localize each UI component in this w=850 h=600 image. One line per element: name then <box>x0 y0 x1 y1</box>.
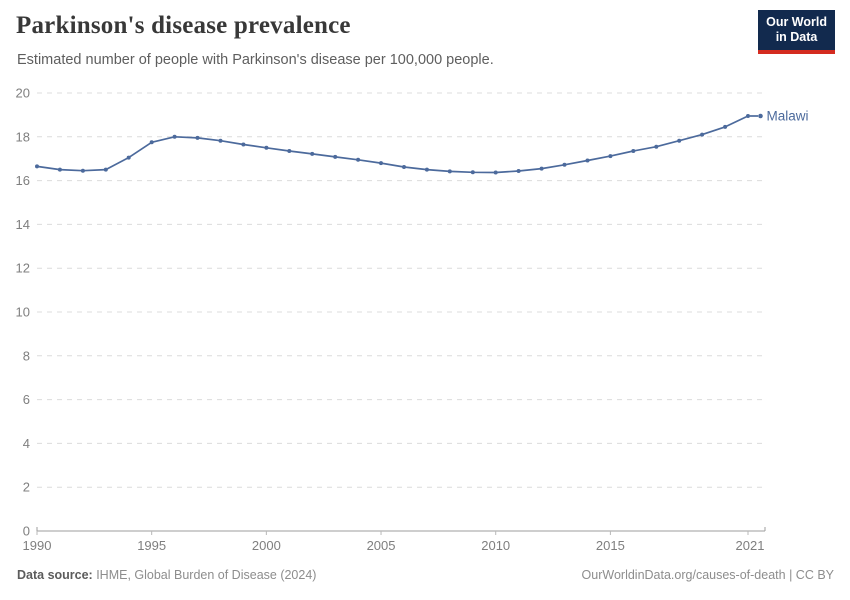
y-axis-tick-label: 18 <box>16 129 30 144</box>
data-point <box>287 149 292 153</box>
data-point <box>470 170 475 175</box>
data-point <box>333 154 338 159</box>
data-point <box>608 154 613 159</box>
y-axis-tick-label: 8 <box>23 348 30 363</box>
chart-subtitle: Estimated number of people with Parkinso… <box>17 52 494 68</box>
x-axis-tick-label: 2000 <box>252 538 281 553</box>
x-axis-tick-label: 2021 <box>736 538 765 553</box>
data-point <box>539 166 544 171</box>
y-axis-tick-label: 14 <box>16 217 30 232</box>
credit-license: CC BY <box>795 568 834 582</box>
data-point <box>424 167 429 172</box>
y-axis-tick-label: 20 <box>16 86 30 101</box>
data-point <box>195 135 200 140</box>
series-label-dot <box>758 113 763 119</box>
y-axis-tick-label: 0 <box>23 524 30 539</box>
data-point <box>310 151 315 156</box>
data-point <box>562 162 567 167</box>
line-chart-plot-area[interactable]: 0 2 4 6 8 10 12 14 16 18 20 1990 1995 2000 2005 2010 201… <box>0 82 850 560</box>
data-point <box>493 170 498 175</box>
data-point <box>218 138 223 143</box>
series-label-malawi[interactable]: Malawi <box>767 108 809 123</box>
x-axis-tick-label: 1995 <box>137 538 166 553</box>
y-axis-tick-label: 4 <box>23 436 30 451</box>
x-axis-tick-label: 1990 <box>23 538 52 553</box>
y-axis-tick-label: 2 <box>23 480 30 495</box>
y-axis-tick-label: 12 <box>16 261 30 276</box>
series-line-malawi <box>36 115 749 174</box>
data-source-note: Data source: IHME, Global Burden of Dise… <box>17 568 316 582</box>
data-point <box>172 134 177 139</box>
data-point <box>57 167 62 172</box>
data-point <box>35 164 39 169</box>
y-axis-tick-label: 16 <box>16 173 30 188</box>
data-point <box>447 169 452 174</box>
data-point <box>379 161 383 166</box>
data-point <box>746 114 750 118</box>
data-point <box>149 140 154 145</box>
data-point <box>80 168 85 173</box>
y-axis-tick-label: 10 <box>16 305 30 320</box>
data-point <box>631 149 636 153</box>
data-point <box>700 132 705 137</box>
data-point <box>402 165 406 169</box>
data-point <box>516 169 521 173</box>
x-axis-tick-label: 2015 <box>596 538 625 553</box>
credit-separator: | <box>785 568 796 582</box>
y-axis-tick-label: 6 <box>23 392 30 407</box>
credit-link[interactable]: OurWorldinData.org/causes-of-death <box>581 568 786 582</box>
owid-logo[interactable]: Our World in Data <box>758 10 835 54</box>
data-point <box>103 167 108 172</box>
data-point <box>654 144 659 149</box>
data-point <box>585 158 590 163</box>
x-axis-tick-label: 2005 <box>367 538 396 553</box>
data-point <box>677 138 682 143</box>
data-point <box>356 157 361 162</box>
credit-note: OurWorldinData.org/causes-of-death | CC … <box>582 568 834 582</box>
x-axis-tick-label: 2010 <box>481 538 510 553</box>
data-source-label: Data source: <box>17 568 93 582</box>
data-point <box>126 155 131 160</box>
data-source-text: IHME, Global Burden of Disease (2024) <box>92 568 317 582</box>
owid-logo-line2: in Data <box>775 30 818 45</box>
data-point <box>241 142 246 147</box>
chart-footer: Data source: IHME, Global Burden of Dise… <box>17 568 834 582</box>
data-point <box>723 124 728 129</box>
owid-logo-line1: Our World <box>766 15 827 29</box>
page-title: Parkinson's disease prevalence <box>16 12 351 39</box>
data-point <box>264 145 269 150</box>
